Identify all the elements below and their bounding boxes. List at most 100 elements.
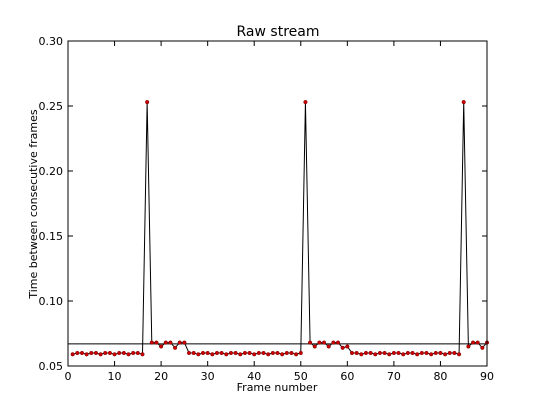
data-point — [312, 344, 317, 349]
data-point — [396, 350, 401, 356]
data-point — [145, 100, 150, 105]
data-point — [359, 352, 364, 357]
data-point — [280, 352, 285, 357]
data-point — [363, 350, 369, 356]
y-tick-label: 0.25 — [39, 100, 64, 113]
data-point — [308, 340, 313, 345]
data-point — [391, 350, 396, 356]
data-point — [177, 340, 182, 345]
data-point — [79, 350, 85, 356]
data-point — [149, 340, 154, 345]
data-point — [270, 350, 275, 356]
x-tick-label: 40 — [247, 370, 261, 383]
data-point — [84, 352, 89, 357]
data-point — [438, 350, 443, 356]
data-point — [345, 344, 350, 349]
data-point — [326, 344, 331, 349]
data-point — [294, 352, 299, 357]
data-point — [154, 340, 159, 345]
data-point — [331, 340, 336, 345]
data-point — [461, 100, 466, 105]
data-point — [322, 340, 327, 345]
data-point — [168, 340, 173, 345]
data-point — [415, 352, 420, 357]
data-point — [191, 350, 196, 356]
data-point — [89, 350, 94, 356]
data-point — [354, 350, 359, 356]
data-point — [266, 352, 271, 357]
data-point — [373, 352, 378, 357]
x-tick-label: 70 — [387, 370, 401, 383]
data-point — [424, 350, 429, 356]
data-point — [480, 345, 485, 350]
series-line — [72, 102, 488, 355]
y-tick-label: 0.10 — [39, 295, 64, 308]
data-point — [224, 352, 229, 357]
data-point — [131, 350, 136, 356]
data-point — [261, 350, 266, 356]
data-point — [219, 350, 224, 356]
data-point — [470, 340, 476, 345]
data-point — [70, 352, 75, 357]
data-point — [298, 350, 303, 356]
data-point — [256, 350, 261, 356]
data-point — [140, 352, 145, 357]
data-point — [335, 340, 341, 345]
data-point — [433, 350, 438, 356]
data-point — [238, 352, 243, 357]
plot-frame — [67, 40, 488, 367]
plot-area — [68, 100, 490, 357]
data-point — [228, 350, 233, 356]
data-point — [126, 352, 131, 357]
data-point — [443, 352, 448, 357]
data-point — [387, 352, 392, 357]
x-tick-label: 0 — [65, 370, 72, 383]
y-axis-label: Time between consecutive frames — [27, 109, 40, 300]
data-point — [466, 344, 471, 349]
chart-title: Raw stream — [237, 24, 320, 40]
data-point — [452, 350, 457, 356]
data-point — [419, 350, 424, 356]
data-point — [75, 350, 80, 356]
y-tick-label: 0.15 — [39, 230, 64, 243]
data-point — [289, 350, 294, 356]
data-point — [401, 352, 406, 357]
x-axis-label: Frame number — [237, 381, 318, 394]
data-point — [447, 350, 452, 356]
data-point — [410, 350, 415, 356]
data-point — [233, 350, 238, 356]
data-point — [252, 352, 257, 357]
data-point — [196, 352, 201, 357]
data-point — [247, 350, 252, 356]
data-point — [368, 350, 373, 356]
x-tick-label: 50 — [294, 370, 308, 383]
x-tick-label: 60 — [340, 370, 354, 383]
x-tick-label: 80 — [433, 370, 447, 383]
data-point — [275, 350, 280, 356]
data-point — [117, 350, 122, 356]
data-point — [457, 352, 462, 357]
data-point — [182, 340, 187, 345]
data-point — [405, 350, 410, 356]
x-tick-label: 20 — [154, 370, 168, 383]
data-point — [242, 350, 247, 356]
data-point — [317, 340, 322, 345]
data-point — [214, 350, 220, 356]
data-point — [98, 352, 103, 357]
data-point — [429, 352, 434, 357]
data-point — [349, 350, 355, 356]
data-point — [200, 350, 206, 356]
data-point — [112, 352, 117, 357]
x-tick-label: 90 — [480, 370, 494, 383]
data-point — [93, 350, 98, 356]
data-point — [186, 350, 192, 356]
y-tick-label: 0.20 — [39, 165, 64, 178]
data-point — [173, 345, 178, 350]
x-tick-label: 10 — [108, 370, 122, 383]
data-point — [135, 350, 140, 356]
data-point — [103, 350, 108, 356]
y-tick-label: 0.30 — [39, 35, 64, 48]
data-point — [121, 350, 126, 356]
data-point — [107, 350, 112, 356]
